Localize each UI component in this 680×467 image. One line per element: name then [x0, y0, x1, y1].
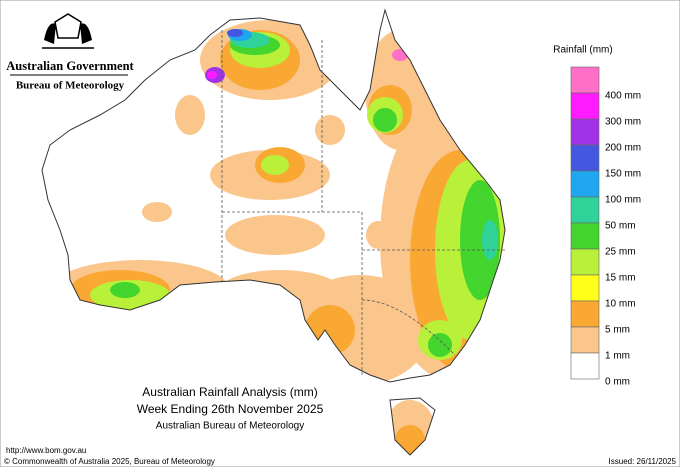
- footer-url: http://www.bom.gov.au: [6, 446, 86, 455]
- legend-title: Rainfall (mm): [553, 45, 612, 56]
- legend-swatch: [570, 248, 600, 276]
- legend-swatch: [570, 92, 600, 120]
- legend-label: 1 mm: [605, 351, 630, 362]
- legend-swatch: [570, 222, 600, 250]
- coastline: [41, 8, 506, 456]
- legend-label: 0 mm: [605, 377, 630, 388]
- org-subtitle: Bureau of Meteorology: [16, 80, 125, 92]
- legend-label: 10 mm: [605, 299, 636, 310]
- legend-swatch: [570, 144, 600, 172]
- legend-swatch: [570, 352, 600, 380]
- legend: 400 mm 300 mm 200 mm 150 mm 100 mm 50 mm 25 mm…: [570, 66, 641, 388]
- org-title: Australian Government: [6, 59, 134, 73]
- state-borders: [221, 30, 505, 375]
- legend-swatch: [570, 170, 600, 198]
- footer-issued: Issued: 26/11/2025: [609, 457, 677, 466]
- legend-label: 400 mm: [605, 91, 641, 102]
- legend-label: 200 mm: [605, 143, 641, 154]
- legend-swatch: [570, 300, 600, 328]
- legend-swatch: [570, 326, 600, 354]
- legend-label: 100 mm: [605, 195, 641, 206]
- legend-label: 150 mm: [605, 169, 641, 180]
- legend-label: 300 mm: [605, 117, 641, 128]
- legend-swatch: [570, 118, 600, 146]
- legend-swatch: [570, 274, 600, 302]
- legend-label: 5 mm: [605, 325, 630, 336]
- legend-swatch: [570, 196, 600, 224]
- legend-label: 50 mm: [605, 221, 636, 232]
- caption-period: Week Ending 26th November 2025: [137, 402, 324, 416]
- caption-source: Australian Bureau of Meteorology: [156, 421, 304, 432]
- legend-label: 15 mm: [605, 273, 636, 284]
- logo: [10, 13, 128, 76]
- legend-swatch: [570, 66, 600, 94]
- legend-label: 25 mm: [605, 247, 636, 258]
- footer-copyright: © Commonwealth of Australia 2025, Bureau…: [4, 457, 215, 466]
- caption-title: Australian Rainfall Analysis (mm): [142, 385, 317, 399]
